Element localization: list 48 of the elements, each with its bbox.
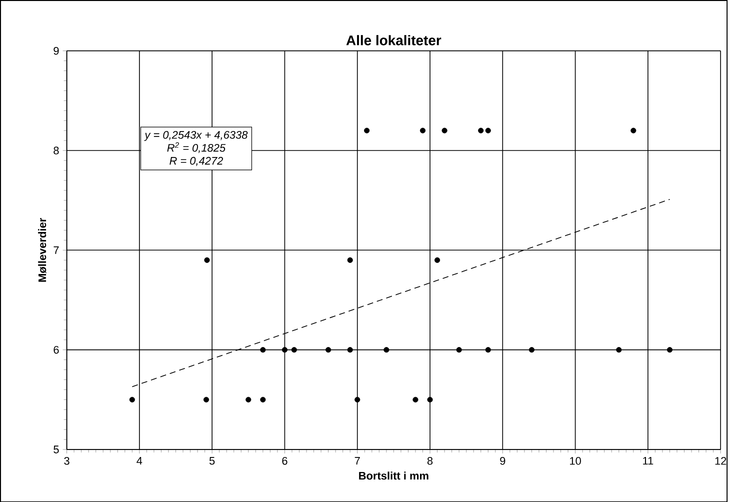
point [347, 257, 353, 263]
point [203, 396, 210, 402]
y-tick-label: 5 [54, 446, 59, 454]
point [434, 257, 440, 263]
point [412, 396, 418, 402]
point [282, 346, 288, 352]
point [364, 128, 370, 134]
x-tick-label: 11 [643, 456, 654, 464]
point [129, 396, 135, 402]
x-tick-label: 12 [715, 456, 726, 464]
point [442, 128, 448, 134]
x-tick-label: 4 [136, 456, 142, 464]
point [354, 396, 360, 402]
point [456, 346, 462, 352]
point [528, 346, 534, 352]
point [616, 346, 622, 352]
point [326, 346, 332, 352]
annotation: y = 0,2543x + 4,6338 [144, 130, 248, 141]
x-tick-label: 8 [427, 456, 433, 465]
point [485, 346, 491, 352]
y-tick-label: 6 [54, 346, 59, 354]
y-tick-label: 9 [54, 46, 59, 55]
y-tick-label: 7 [54, 246, 59, 254]
x-axis-title: Bortslitt i mm [359, 471, 428, 480]
y-tick-label: 8 [54, 146, 59, 154]
x-tick-label: 5 [209, 456, 215, 464]
x-tick-label: 3 [64, 456, 70, 465]
point [260, 346, 266, 352]
y-axis-title: Mølleverdier [38, 218, 46, 282]
point [291, 346, 297, 352]
point [478, 128, 484, 134]
point [427, 396, 433, 402]
point [384, 346, 390, 352]
point [204, 257, 210, 263]
chart-title: Alle lokaliteter [346, 34, 442, 46]
point [420, 128, 426, 134]
point [260, 396, 266, 402]
x-tick-label: 9 [500, 456, 506, 465]
x-tick-label: 10 [570, 456, 581, 465]
point [347, 346, 353, 352]
text: R$^{2}$ = 0,1825 [167, 142, 226, 153]
annotation: R = 0,4272 [170, 156, 224, 166]
x-tick-label: 6 [282, 456, 288, 465]
point [666, 346, 673, 352]
point [630, 128, 636, 134]
point [485, 128, 491, 134]
x-tick-label: 7 [354, 456, 360, 464]
point [246, 396, 252, 402]
